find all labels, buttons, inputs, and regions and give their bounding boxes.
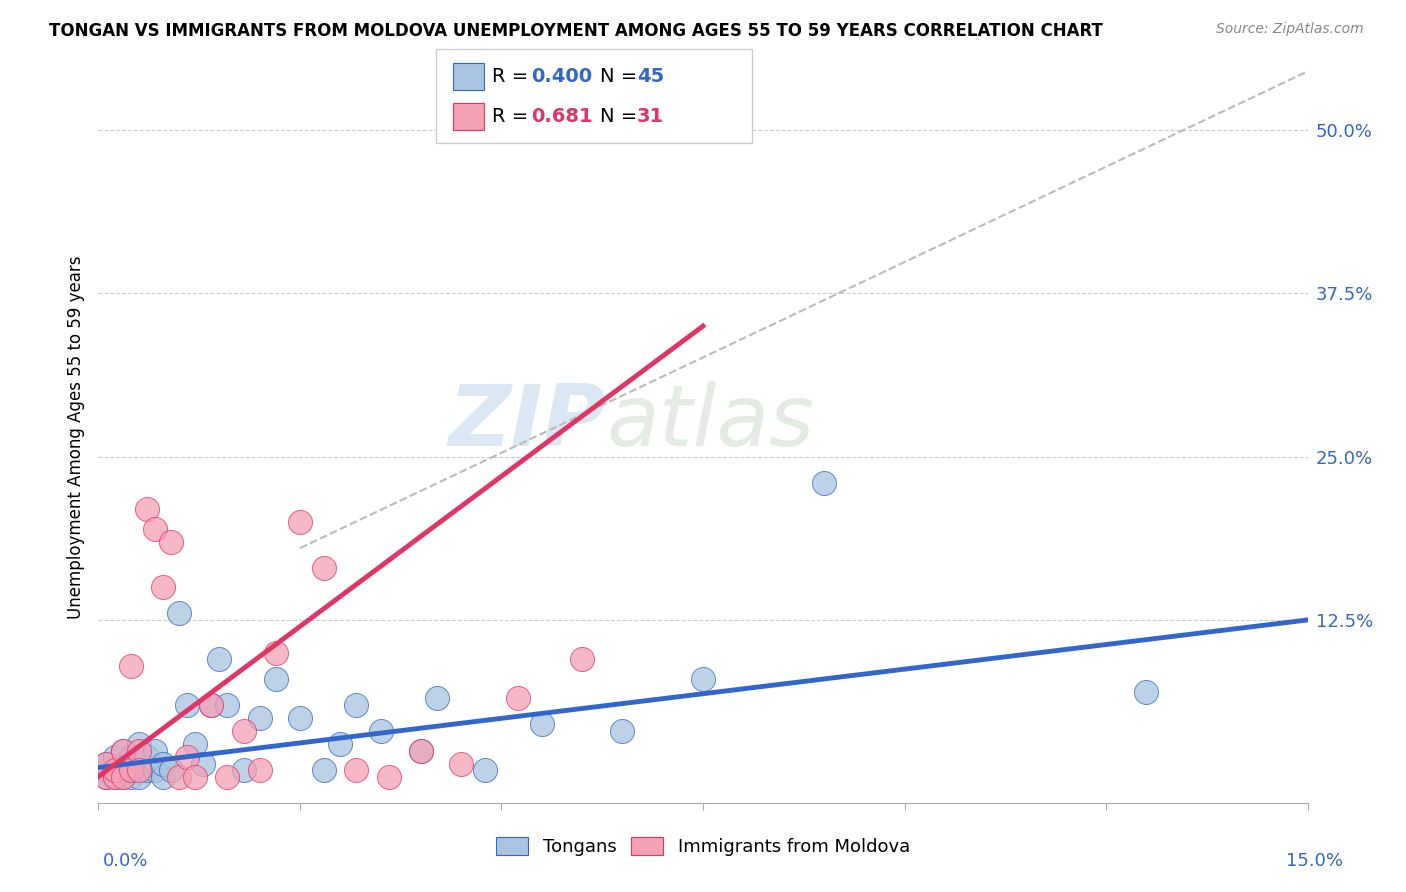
Point bbox=[571, 652, 593, 666]
Point bbox=[314, 560, 336, 574]
Point bbox=[103, 763, 125, 777]
Point bbox=[193, 756, 215, 771]
Point bbox=[120, 750, 142, 764]
Point bbox=[152, 580, 174, 594]
Point bbox=[96, 770, 118, 784]
Point bbox=[370, 723, 392, 738]
Point bbox=[208, 652, 231, 666]
Y-axis label: Unemployment Among Ages 55 to 59 years: Unemployment Among Ages 55 to 59 years bbox=[66, 255, 84, 619]
Point bbox=[612, 723, 634, 738]
Point bbox=[200, 698, 222, 712]
Point bbox=[135, 763, 157, 777]
Point bbox=[232, 723, 254, 738]
Point bbox=[128, 743, 150, 757]
Point bbox=[288, 711, 311, 725]
Point bbox=[264, 646, 287, 660]
Point bbox=[111, 743, 134, 757]
Point bbox=[96, 770, 118, 784]
Point bbox=[426, 691, 449, 706]
Text: 45: 45 bbox=[637, 67, 664, 87]
Point bbox=[96, 763, 118, 777]
Point bbox=[128, 763, 150, 777]
Point bbox=[120, 763, 142, 777]
Point bbox=[103, 770, 125, 784]
Point bbox=[249, 711, 271, 725]
Legend: Tongans, Immigrants from Moldova: Tongans, Immigrants from Moldova bbox=[489, 830, 917, 863]
Point bbox=[103, 750, 125, 764]
Point bbox=[128, 737, 150, 751]
Text: 0.681: 0.681 bbox=[531, 107, 593, 127]
Point bbox=[152, 770, 174, 784]
Text: 0.0%: 0.0% bbox=[103, 852, 148, 870]
Point bbox=[692, 672, 714, 686]
Text: Source: ZipAtlas.com: Source: ZipAtlas.com bbox=[1216, 22, 1364, 37]
Point bbox=[167, 770, 190, 784]
Point bbox=[103, 763, 125, 777]
Text: ZIP: ZIP bbox=[449, 381, 606, 464]
Point bbox=[167, 607, 190, 621]
Point bbox=[103, 770, 125, 784]
Point bbox=[111, 743, 134, 757]
Point bbox=[143, 521, 166, 535]
Point bbox=[143, 743, 166, 757]
Point bbox=[344, 763, 367, 777]
Point bbox=[450, 756, 472, 771]
Point bbox=[288, 515, 311, 529]
Point bbox=[128, 770, 150, 784]
Point bbox=[314, 763, 336, 777]
Point bbox=[111, 756, 134, 771]
Point bbox=[120, 763, 142, 777]
Point bbox=[232, 763, 254, 777]
Text: R =: R = bbox=[492, 67, 534, 87]
Text: 31: 31 bbox=[637, 107, 664, 127]
Point bbox=[176, 750, 198, 764]
Point bbox=[184, 770, 207, 784]
Point bbox=[409, 743, 432, 757]
Point bbox=[344, 698, 367, 712]
Point bbox=[135, 502, 157, 516]
Point bbox=[217, 698, 239, 712]
Point bbox=[377, 770, 399, 784]
Point bbox=[152, 756, 174, 771]
Point bbox=[264, 672, 287, 686]
Point bbox=[160, 763, 183, 777]
Point bbox=[96, 756, 118, 771]
Text: N =: N = bbox=[600, 67, 644, 87]
Point bbox=[143, 763, 166, 777]
Text: R =: R = bbox=[492, 107, 541, 127]
Text: TONGAN VS IMMIGRANTS FROM MOLDOVA UNEMPLOYMENT AMONG AGES 55 TO 59 YEARS CORRELA: TONGAN VS IMMIGRANTS FROM MOLDOVA UNEMPL… bbox=[49, 22, 1104, 40]
Point bbox=[506, 691, 529, 706]
Point bbox=[184, 737, 207, 751]
Point bbox=[111, 770, 134, 784]
Point bbox=[217, 770, 239, 784]
Point bbox=[120, 658, 142, 673]
Point bbox=[692, 123, 714, 137]
Point bbox=[1135, 685, 1157, 699]
Point bbox=[329, 737, 352, 751]
Point bbox=[96, 756, 118, 771]
Point bbox=[176, 698, 198, 712]
Point bbox=[111, 770, 134, 784]
Text: 0.400: 0.400 bbox=[531, 67, 592, 87]
Point bbox=[530, 717, 553, 731]
Text: 15.0%: 15.0% bbox=[1285, 852, 1343, 870]
Point bbox=[249, 763, 271, 777]
Point bbox=[474, 763, 496, 777]
Point bbox=[160, 534, 183, 549]
Point bbox=[120, 770, 142, 784]
Point bbox=[128, 756, 150, 771]
Point bbox=[135, 750, 157, 764]
Point bbox=[200, 698, 222, 712]
Text: atlas: atlas bbox=[606, 381, 814, 464]
Text: N =: N = bbox=[600, 107, 650, 127]
Point bbox=[813, 475, 835, 490]
Point bbox=[409, 743, 432, 757]
